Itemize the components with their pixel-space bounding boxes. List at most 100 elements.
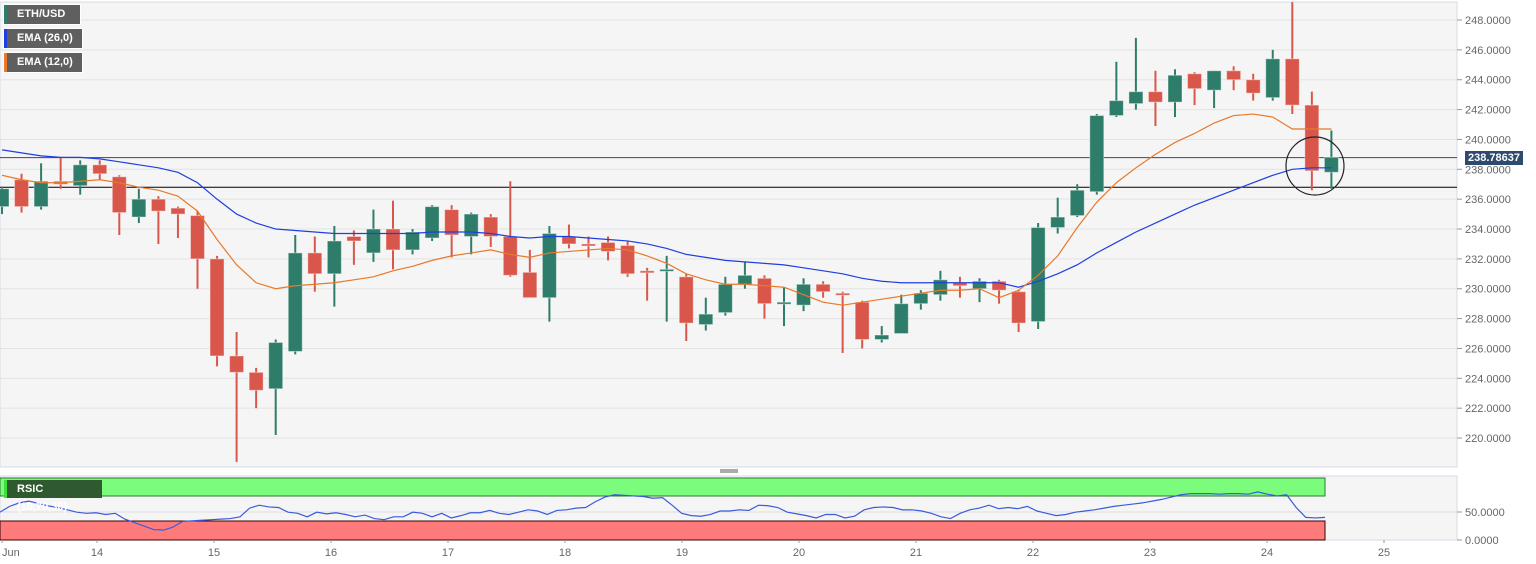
candle-body[interactable] — [913, 292, 929, 305]
candle-body[interactable] — [893, 303, 909, 335]
y-tick-label: 220.0000 — [1465, 433, 1511, 445]
candle-body[interactable] — [170, 207, 186, 215]
legend-symbol[interactable]: ETH/USD — [4, 5, 80, 24]
x-tick-label: 23 — [1144, 547, 1156, 559]
candle-body[interactable] — [776, 301, 792, 305]
y-tick-label: 232.0000 — [1465, 254, 1511, 266]
candle-body[interactable] — [463, 213, 479, 237]
candle-body[interactable] — [522, 271, 538, 299]
x-tick-label: 18 — [559, 547, 571, 559]
candle-body[interactable] — [600, 241, 616, 252]
ema-26-line — [1, 149, 1332, 288]
x-tick-label: 14 — [91, 547, 103, 559]
candle-body[interactable] — [111, 176, 127, 214]
candle-body[interactable] — [581, 243, 596, 247]
candle-body[interactable] — [150, 198, 166, 212]
x-tick-label: 22 — [1027, 547, 1039, 559]
x-tick-label: 25 — [1378, 547, 1390, 559]
candle-body[interactable] — [639, 270, 655, 274]
candle-body[interactable] — [1187, 73, 1203, 90]
rsi-overbought-zone — [0, 477, 1326, 497]
y-tick-label: 242.0000 — [1465, 105, 1511, 117]
y-tick-label: 222.0000 — [1465, 403, 1511, 415]
candle-body[interactable] — [717, 283, 733, 314]
candle-body[interactable] — [1108, 100, 1124, 117]
candle-body[interactable] — [405, 231, 421, 251]
candle-body[interactable] — [92, 164, 108, 175]
rsi-y-tick-label: 50.0000 — [1465, 507, 1505, 519]
y-tick-label: 226.0000 — [1465, 343, 1511, 355]
candle-body[interactable] — [1245, 79, 1261, 94]
candle-body[interactable] — [1265, 58, 1281, 99]
panel-resize-handle[interactable] — [720, 469, 738, 473]
y-tick-label: 244.0000 — [1465, 75, 1511, 87]
candle-body[interactable] — [346, 235, 362, 242]
y-tick-label: 238.0000 — [1465, 164, 1511, 176]
legend-ema-12[interactable]: EMA (12,0) — [4, 53, 82, 72]
candle-body[interactable] — [874, 334, 890, 341]
y-tick-label: 228.0000 — [1465, 314, 1511, 326]
candle-body[interactable] — [1167, 74, 1183, 103]
candle-body[interactable] — [991, 280, 1007, 291]
candle-body[interactable] — [248, 371, 264, 391]
candle-body[interactable] — [365, 228, 381, 254]
candle-body[interactable] — [287, 252, 303, 352]
candle-body[interactable] — [1206, 70, 1222, 91]
candle-body[interactable] — [209, 258, 225, 357]
x-tick-label: 16 — [325, 547, 337, 559]
y-tick-label: 234.0000 — [1465, 224, 1511, 236]
candle-body[interactable] — [444, 209, 460, 236]
candle-body[interactable] — [424, 206, 440, 239]
candle-body[interactable] — [0, 188, 10, 208]
candle-body[interactable] — [815, 283, 831, 293]
legend-rsi[interactable]: RSIC (10,70,30) — [4, 480, 102, 513]
candle-body[interactable] — [1050, 216, 1066, 229]
candle-body[interactable] — [72, 164, 88, 187]
x-tick-label: 21 — [910, 547, 922, 559]
candle-body[interactable] — [229, 355, 245, 373]
candle-body[interactable] — [131, 198, 147, 218]
rsi-oversold-zone — [0, 520, 1326, 541]
candle-body[interactable] — [1147, 91, 1163, 103]
x-tick-label: 17 — [442, 547, 454, 559]
candle-body[interactable] — [1304, 104, 1320, 172]
candle-body[interactable] — [385, 228, 401, 251]
candle-body[interactable] — [1069, 189, 1085, 217]
legend-ema-26[interactable]: EMA (26,0) — [4, 29, 82, 48]
candle-body[interactable] — [1128, 91, 1144, 105]
candle-body[interactable] — [698, 313, 714, 326]
current-price-badge: 238.78637 — [1465, 151, 1523, 165]
y-tick-label: 240.0000 — [1465, 134, 1511, 146]
x-tick-label: Jun — [2, 547, 20, 559]
candle-body[interactable] — [1323, 156, 1339, 173]
candle-body[interactable] — [932, 279, 948, 296]
candle-body[interactable] — [659, 268, 675, 272]
ema-12-line — [1, 113, 1332, 306]
candle-body[interactable] — [14, 179, 30, 208]
candle-body[interactable] — [1011, 291, 1027, 324]
candle-body[interactable] — [1226, 70, 1242, 81]
y-tick-label: 230.0000 — [1465, 284, 1511, 296]
candle-body[interactable] — [268, 341, 284, 390]
x-tick-label: 20 — [793, 547, 805, 559]
candle-body[interactable] — [307, 252, 323, 275]
y-tick-label: 248.0000 — [1465, 15, 1511, 27]
x-tick-label: 15 — [208, 547, 220, 559]
candle-body[interactable] — [854, 301, 870, 341]
candle-body[interactable] — [561, 235, 577, 245]
candle-body[interactable] — [1284, 58, 1300, 106]
candle-body[interactable] — [502, 235, 518, 276]
candle-body[interactable] — [678, 276, 694, 324]
candle-body[interactable] — [190, 215, 205, 260]
annotation-circle — [1285, 136, 1345, 196]
candle-body[interactable] — [835, 292, 851, 296]
candle-body[interactable] — [737, 274, 753, 285]
candle-body[interactable] — [483, 216, 499, 237]
candle-body[interactable] — [756, 277, 772, 305]
candle-body[interactable] — [326, 240, 342, 275]
candle-body[interactable] — [620, 244, 636, 275]
candle-body[interactable] — [33, 180, 49, 208]
candle-body[interactable] — [1089, 115, 1105, 193]
candle-body[interactable] — [541, 232, 557, 299]
